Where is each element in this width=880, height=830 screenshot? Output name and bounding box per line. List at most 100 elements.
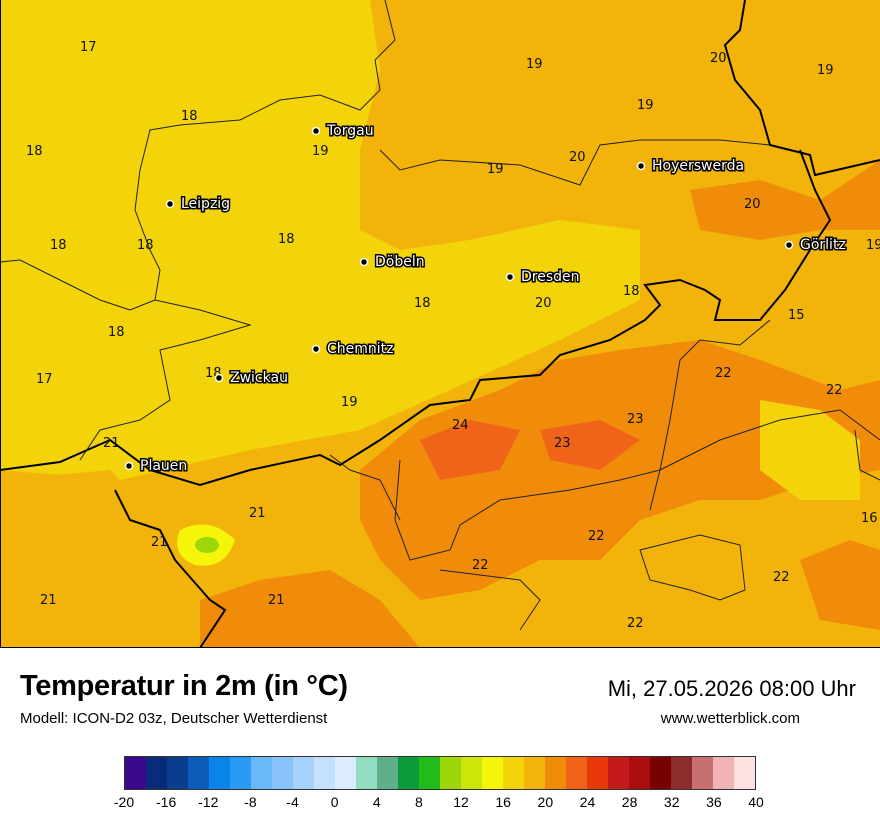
temp-label: 21 xyxy=(249,506,266,521)
temp-label: 20 xyxy=(569,150,586,165)
temperature-zone-23-hot xyxy=(540,420,640,470)
legend-swatch xyxy=(629,757,650,789)
temp-label: 18 xyxy=(278,232,295,247)
temp-label: 23 xyxy=(554,436,571,451)
legend-swatch xyxy=(482,757,503,789)
temp-label: 19 xyxy=(312,144,329,159)
legend-swatch xyxy=(272,757,293,789)
legend-tick-label: -4 xyxy=(286,794,299,810)
legend-tick-label: 36 xyxy=(706,794,722,810)
legend-swatch xyxy=(209,757,230,789)
temp-label: 18 xyxy=(26,144,43,159)
temp-label: 21 xyxy=(103,436,120,451)
temp-label: 20 xyxy=(710,51,727,66)
city-chemnitz[interactable]: Chemnitz xyxy=(311,340,395,359)
city-leipzig[interactable]: Leipzig xyxy=(165,195,232,214)
temperature-map[interactable]: 17 19 20 19 18 19 18 19 19 20 20 18 18 1… xyxy=(0,0,880,648)
city-goerlitz[interactable]: Görlitz xyxy=(784,236,847,255)
temp-label: 19 xyxy=(487,162,504,177)
cities: Torgau Leipzig Döbeln Dresden Hoyerswerd… xyxy=(124,122,847,476)
temp-label: 22 xyxy=(773,570,790,585)
temp-label: 15 xyxy=(788,308,805,323)
city-marker xyxy=(311,344,321,354)
temperature-zone-cool-yellow xyxy=(760,400,860,500)
legend-swatch xyxy=(650,757,671,789)
temp-label: 20 xyxy=(744,197,761,212)
city-name: Görlitz xyxy=(800,237,846,253)
country-border-east xyxy=(723,0,880,177)
temp-label: 24 xyxy=(452,418,469,433)
website-link[interactable]: www.wetterblick.com xyxy=(660,710,800,727)
city-name: Torgau xyxy=(326,123,374,139)
legend-tick-label: 24 xyxy=(579,794,596,810)
temperature-zone-green-spot xyxy=(195,537,219,553)
temperature-zone-24-hot xyxy=(420,420,520,480)
temp-label: 21 xyxy=(151,535,168,550)
temp-label: 17 xyxy=(80,40,97,55)
color-scale-legend xyxy=(124,756,756,790)
temp-label: 23 xyxy=(627,412,644,427)
map-title: Temperatur in 2m (in °C) xyxy=(20,670,348,702)
city-zwickau[interactable]: Zwickau xyxy=(214,369,289,388)
temp-label: 22 xyxy=(472,558,489,573)
city-plauen[interactable]: Plauen xyxy=(124,457,189,476)
legend-tick-label: 12 xyxy=(453,794,469,810)
city-name: Hoyerswerda xyxy=(652,158,744,174)
city-marker xyxy=(165,199,175,209)
temperature-zone-20 xyxy=(0,470,140,648)
temp-label: 18 xyxy=(181,109,198,124)
legend-swatch xyxy=(377,757,398,789)
city-dresden[interactable]: Dresden xyxy=(505,268,581,287)
state-border-saxony xyxy=(0,149,832,487)
legend-swatch xyxy=(398,757,419,789)
legend-swatch xyxy=(524,757,545,789)
country-border xyxy=(114,489,227,648)
temp-label: 16 xyxy=(861,511,878,526)
temp-label: 20 xyxy=(535,296,552,311)
city-doebeln[interactable]: Döbeln xyxy=(359,253,426,272)
temp-label: 21 xyxy=(268,593,285,608)
legend-swatch xyxy=(503,757,524,789)
city-marker xyxy=(505,272,515,282)
temp-label: 18 xyxy=(623,284,640,299)
temp-label: 19 xyxy=(637,98,654,113)
temp-label: 22 xyxy=(588,529,605,544)
district-borders xyxy=(0,0,880,631)
legend-swatch xyxy=(608,757,629,789)
temperature-zone-22-se xyxy=(800,540,880,630)
legend-swatch xyxy=(461,757,482,789)
legend-tick-label: 0 xyxy=(330,794,339,810)
legend-swatch xyxy=(566,757,587,789)
city-marker xyxy=(784,240,794,250)
legend-swatch xyxy=(356,757,377,789)
legend-tick-label: 32 xyxy=(663,794,680,810)
legend-tick-label: -12 xyxy=(198,794,219,810)
legend-tick-label: 16 xyxy=(495,794,511,810)
legend-swatch xyxy=(713,757,734,789)
city-torgau[interactable]: Torgau xyxy=(311,122,375,141)
temp-label: 19 xyxy=(866,238,880,253)
city-hoyerswerda[interactable]: Hoyerswerda xyxy=(636,157,746,176)
map-footer: Temperatur in 2m (in °C) Modell: ICON-D2… xyxy=(0,648,880,830)
temperature-labels: 17 19 20 19 18 19 18 19 19 20 20 18 18 1… xyxy=(26,40,880,631)
legend-swatch xyxy=(293,757,314,789)
city-marker xyxy=(311,126,321,136)
temperature-zone-21-south xyxy=(200,570,420,648)
city-marker xyxy=(214,373,224,383)
temp-label: 22 xyxy=(826,383,843,398)
temp-label: 18 xyxy=(137,238,154,253)
legend-swatch xyxy=(692,757,713,789)
legend-swatch xyxy=(440,757,461,789)
temp-label: 17 xyxy=(36,372,53,387)
legend-swatch xyxy=(251,757,272,789)
legend-swatch xyxy=(545,757,566,789)
legend-tick-label: 20 xyxy=(537,794,554,810)
legend-swatch xyxy=(125,757,146,789)
temp-label: 21 xyxy=(40,593,57,608)
city-name: Leipzig xyxy=(181,196,230,212)
model-info: Modell: ICON-D2 03z, Deutscher Wetterdie… xyxy=(20,710,328,727)
legend-tick-label: -8 xyxy=(244,794,257,810)
temperature-zone-22-24 xyxy=(360,340,880,600)
city-name: Döbeln xyxy=(375,254,425,270)
temp-label: 18 xyxy=(108,325,125,340)
